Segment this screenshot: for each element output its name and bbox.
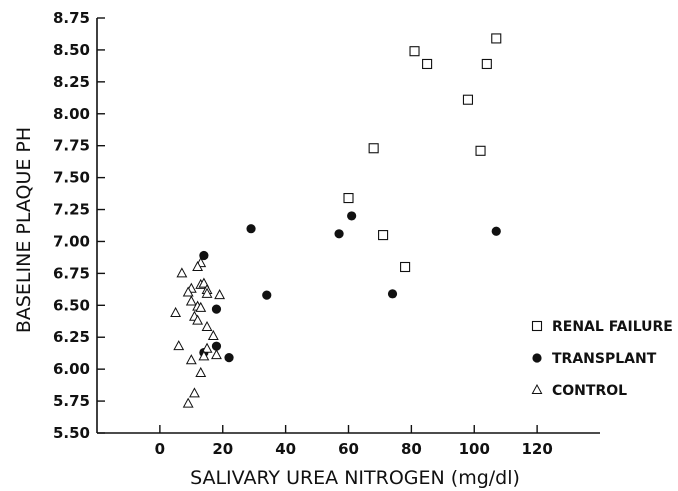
control-point [185,295,197,306]
y-tick-label: 7.50 [53,169,90,187]
renal-failure-point [491,33,502,44]
control-point [195,366,207,377]
control-point [211,349,222,360]
control-point [201,342,213,353]
y-tick-label: 7.75 [53,137,90,155]
y-tick-label: 8.75 [53,9,90,27]
control-point [182,286,194,297]
transplant-point [334,229,344,239]
transplant-point [246,224,256,234]
renal-failure-point [368,143,379,154]
renal-failure-point [378,230,389,241]
renal-failure-point [481,58,492,70]
legend-marker-transplant [532,353,542,363]
transplant-point [262,290,272,300]
x-tick-label: 20 [212,440,233,458]
x-axis-title: SALIVARY UREA NITROGEN (mg/dl) [190,467,520,489]
y-tick-label: 8.25 [53,73,90,91]
transplant-point [199,250,209,261]
legend-label-renal-failure: RENAL FAILURE [552,319,673,335]
control-point [182,397,194,408]
axes [96,18,600,434]
control-point [176,267,188,278]
legend-label-control: CONTROL [552,383,627,399]
control-point [201,320,213,332]
y-axis-title: BASELINE PLAQUE PH [13,127,35,333]
y-tick-label: 5.75 [53,392,90,410]
transplant-point [224,353,234,363]
legend-marker-control [531,383,543,394]
x-tick-label: 60 [338,440,359,458]
y-tick-label: 6.50 [53,296,90,314]
control-point [214,289,226,300]
x-tick-label: 120 [521,440,552,458]
data-points [170,33,502,408]
x-tick-label: 40 [275,440,296,458]
renal-failure-point [462,94,474,105]
y-tick-label: 6.25 [53,328,90,346]
y-tick-label: 5.50 [53,424,90,442]
y-tick-label: 7.00 [53,232,90,250]
transplant-point [387,289,398,299]
y-tick-label: 6.00 [53,360,90,378]
renal-failure-point [400,261,411,273]
x-tick-label: 80 [401,440,422,458]
control-point [189,387,200,398]
y-tick-label: 8.00 [53,105,90,123]
x-tick-label: 0 [155,440,165,458]
x-axis-ticks: 0 20 40 60 80 100 120 [155,425,553,458]
control-point [192,314,204,325]
x-tick-label: 100 [459,440,490,458]
transplant-point [491,226,501,236]
renal-failure-point [475,145,486,156]
control-point [198,350,210,361]
renal-failure-point [409,46,420,57]
legend: RENAL FAILURE TRANSPLANT CONTROL [531,319,673,399]
control-point [198,277,210,288]
renal-failure-point [422,58,433,70]
renal-failure-point [343,192,354,204]
transplant-point [211,304,222,314]
control-point [195,301,207,312]
control-point [192,260,204,271]
transplant-point [347,211,357,221]
y-axis-ticks: 5.50 5.75 6.00 6.25 6.50 6.75 7.00 7.25 7.50 7.75… [53,9,105,442]
control-point [185,354,197,365]
y-tick-label: 7.25 [53,201,90,219]
legend-marker-renal-failure [531,320,543,332]
y-tick-label: 6.75 [53,264,90,282]
control-point [170,306,182,317]
control-point [201,287,213,298]
control-point [173,340,185,351]
y-tick-label: 8.50 [53,41,90,59]
legend-label-transplant: TRANSPLANT [552,351,657,367]
transplant-point [211,341,222,351]
control-point [207,329,219,340]
